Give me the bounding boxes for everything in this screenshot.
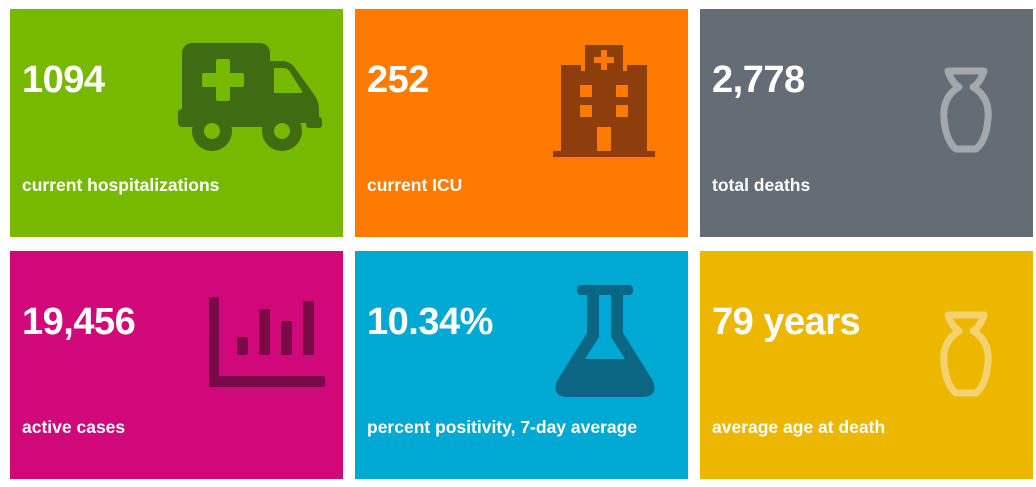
total-deaths-value: 2,778 bbox=[712, 59, 805, 101]
ambulance-icon bbox=[178, 41, 323, 153]
flask-icon bbox=[553, 285, 657, 403]
average-age-card: 79 years average age at death bbox=[700, 251, 1033, 479]
hospitalizations-card: 1094 current ho bbox=[10, 9, 343, 237]
active-cases-value: 19,456 bbox=[22, 301, 136, 343]
positivity-label: percent positivity, 7-day average bbox=[367, 417, 638, 437]
hospitalizations-value: 1094 bbox=[22, 59, 105, 101]
positivity-card: 10.34% percent positivity, 7-day average bbox=[355, 251, 688, 479]
active-cases-card: 19,456 active cases bbox=[10, 251, 343, 479]
icu-label: current ICU bbox=[367, 175, 463, 195]
total-deaths-label: total deaths bbox=[712, 175, 811, 195]
bar-chart-icon bbox=[209, 297, 325, 387]
icu-card: 252 bbox=[355, 9, 688, 237]
average-age-value: 79 years bbox=[712, 301, 861, 343]
average-age-label: average age at death bbox=[712, 417, 886, 437]
hospital-icon bbox=[553, 45, 655, 159]
active-cases-label: active cases bbox=[22, 417, 126, 437]
total-deaths-card: 2,778 total deaths bbox=[700, 9, 1033, 237]
hospitalizations-label: current hospitalizations bbox=[22, 175, 220, 195]
urn-icon bbox=[936, 311, 996, 397]
icu-value: 252 bbox=[367, 59, 429, 101]
positivity-value: 10.34% bbox=[367, 301, 493, 343]
urn-icon bbox=[936, 67, 996, 153]
